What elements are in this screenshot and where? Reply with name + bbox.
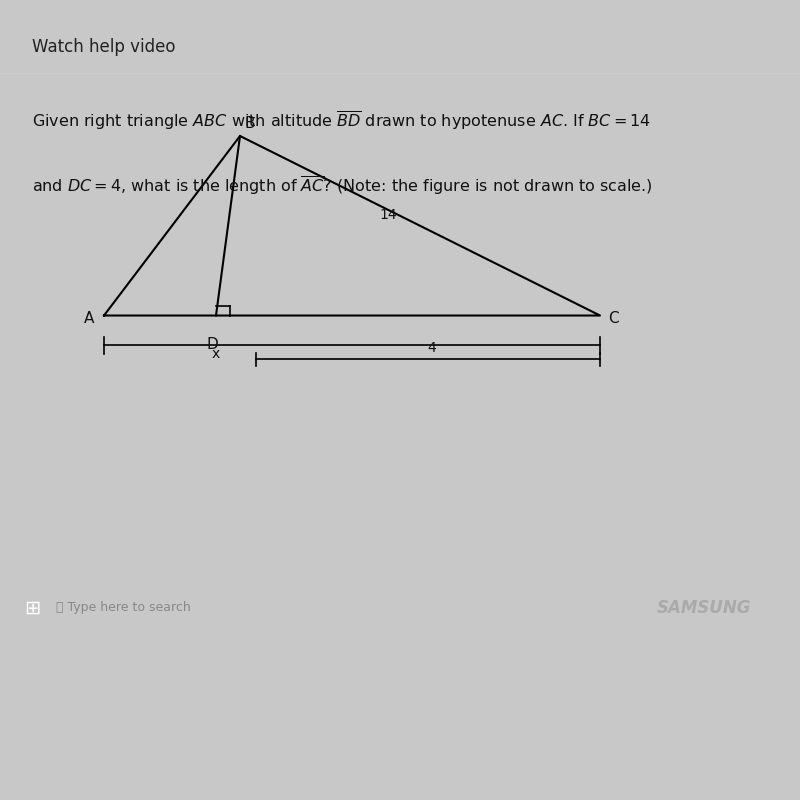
- Text: D: D: [206, 338, 218, 352]
- Text: and $\mathit{DC}=4$, what is the length of $\overline{AC}$? (Note: the figure is: and $\mathit{DC}=4$, what is the length …: [32, 174, 653, 197]
- Text: SAMSUNG: SAMSUNG: [657, 599, 751, 617]
- Text: Watch help video: Watch help video: [32, 38, 175, 56]
- Text: x: x: [212, 346, 220, 361]
- Text: 14: 14: [379, 208, 397, 222]
- Text: 🔍 Type here to search: 🔍 Type here to search: [56, 602, 190, 614]
- Text: A: A: [84, 310, 94, 326]
- Text: B: B: [244, 115, 254, 130]
- Text: ⊞: ⊞: [24, 598, 40, 618]
- Text: Given right triangle $\mathit{ABC}$ with altitude $\overline{BD}$ drawn to hypot: Given right triangle $\mathit{ABC}$ with…: [32, 109, 651, 132]
- Text: C: C: [608, 310, 618, 326]
- Text: 4: 4: [428, 341, 436, 355]
